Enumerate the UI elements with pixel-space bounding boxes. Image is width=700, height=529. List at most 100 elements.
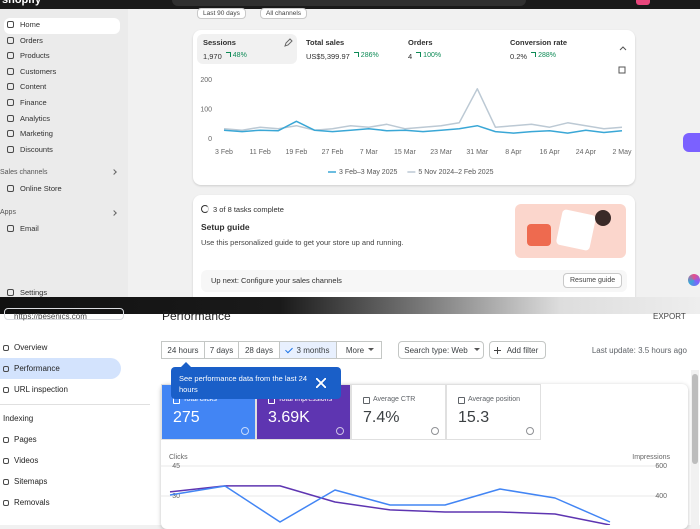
nav-icon [3, 437, 9, 443]
top-bar: shopify [0, 0, 700, 9]
nav-icon [3, 345, 9, 351]
metric-value: 7.4% [363, 409, 400, 426]
page-title: Performance [162, 309, 231, 323]
search-type[interactable]: Search type: Web [398, 341, 484, 359]
x-tick-label: 16 Apr [540, 149, 561, 156]
checkbox[interactable] [363, 397, 370, 404]
help-icon[interactable] [336, 427, 344, 435]
metric-active[interactable] [197, 34, 297, 64]
help-icon[interactable] [431, 427, 439, 435]
resume-button[interactable]: Resume guide [563, 273, 623, 288]
y-axis-label: Clicks [169, 454, 188, 461]
help-icon[interactable] [526, 427, 534, 435]
export-button[interactable]: EXPORT [653, 312, 686, 321]
tooltip-arrow [181, 362, 191, 367]
nav-icon [3, 500, 9, 506]
metric-card[interactable] [446, 384, 541, 440]
app-icon[interactable] [688, 274, 700, 286]
nav-item[interactable]: Online Store [20, 184, 62, 193]
settings-icon[interactable] [618, 66, 626, 74]
section-title: Sales channels [0, 169, 48, 176]
checkbox[interactable] [458, 397, 465, 404]
setup-card: 3 of 8 tasks complete Setup guide Use th… [193, 195, 635, 305]
nav-item[interactable]: Finance [20, 98, 47, 107]
metric-label[interactable]: Sessions [203, 38, 236, 47]
setup-title: Setup guide [201, 222, 250, 232]
chevron[interactable] [619, 45, 627, 51]
nav-item[interactable]: Performance [14, 364, 60, 373]
search-bar[interactable] [172, 0, 526, 6]
nav-item[interactable]: Discounts [20, 144, 53, 154]
close-button[interactable] [316, 378, 326, 388]
nav-item[interactable]: Content [20, 82, 47, 92]
nav-icon [7, 185, 14, 192]
nav-active [0, 358, 121, 379]
nav-item[interactable]: Removals [14, 498, 50, 507]
metric-label[interactable]: Conversion rate [510, 38, 568, 47]
nav-icon [7, 289, 14, 296]
y2-axis-label: Impressions [632, 454, 670, 461]
nav-item[interactable]: Sitemaps [14, 477, 48, 486]
avatar[interactable] [636, 0, 650, 5]
metric-change: 288% [531, 52, 556, 59]
nav-item[interactable]: Products [20, 51, 50, 61]
metric-card[interactable] [351, 384, 446, 440]
nav-item[interactable]: Customers [20, 66, 57, 76]
date-range[interactable]: 3 months [279, 341, 337, 359]
filter[interactable]: Last 90 days [197, 8, 246, 19]
nav-icon [7, 52, 14, 60]
nav-icon [7, 145, 14, 153]
nav-item[interactable]: Settings [20, 288, 48, 297]
data-line [223, 88, 623, 131]
date-range[interactable]: 7 days [204, 341, 239, 359]
y-tick-label: 0 [208, 136, 212, 143]
date-range[interactable]: 24 hours [161, 341, 205, 359]
nav-item[interactable]: Home [20, 20, 41, 29]
date-range[interactable]: 28 days [238, 341, 280, 359]
scrollbar [691, 370, 699, 525]
x-tick-label: 27 Feb [322, 149, 344, 156]
logo: shopify [2, 0, 42, 6]
metric-value: 15.3 [458, 409, 490, 426]
metric-label[interactable]: Total sales [306, 38, 345, 47]
nav-item[interactable]: Videos [14, 456, 39, 465]
legend-label: 3 Feb–3 May 2025 [339, 169, 397, 176]
y-tick-label: 45 [172, 463, 180, 470]
filter[interactable]: All channels [260, 8, 308, 19]
metric-value: 0.2% [510, 52, 528, 61]
y-tick-label: 100 [200, 106, 212, 113]
x-tick-label: 15 Mar [394, 149, 416, 156]
nav-item[interactable]: URL inspection [14, 385, 68, 394]
metric-label[interactable]: Orders [408, 38, 433, 47]
nav-icon [3, 366, 9, 372]
section-title: Indexing [3, 414, 34, 423]
add-filter[interactable]: Add filter [489, 341, 546, 359]
metric-value: 1,970 [203, 52, 222, 61]
x-tick-label: 23 Mar [430, 149, 452, 156]
edit-icon[interactable] [284, 38, 293, 47]
property-selector[interactable] [4, 308, 124, 320]
date-range[interactable]: More [336, 341, 382, 359]
sessions-card [193, 30, 635, 185]
nav-item[interactable]: Marketing [20, 129, 53, 139]
nav-icon [7, 99, 14, 106]
nav-item[interactable]: Orders [20, 35, 43, 45]
metric-value: 3.69K [268, 409, 310, 426]
metric-change: 48% [225, 52, 247, 59]
dropdown-icon [474, 348, 480, 354]
data-line [169, 485, 611, 525]
property: https://besenics.com [14, 312, 87, 321]
nav-item[interactable]: Analytics [20, 113, 51, 123]
help-icon[interactable] [241, 427, 249, 435]
scroll-thumb[interactable] [692, 374, 698, 464]
change-value: 100% [423, 52, 442, 59]
sidekick-button[interactable] [683, 133, 700, 152]
nav-icon [3, 479, 9, 485]
nav-icon [7, 36, 14, 44]
nav-item[interactable]: Email [20, 224, 39, 233]
nav-item[interactable]: Pages [14, 435, 37, 444]
divider [0, 297, 700, 314]
nav-item[interactable]: Overview [14, 343, 48, 352]
